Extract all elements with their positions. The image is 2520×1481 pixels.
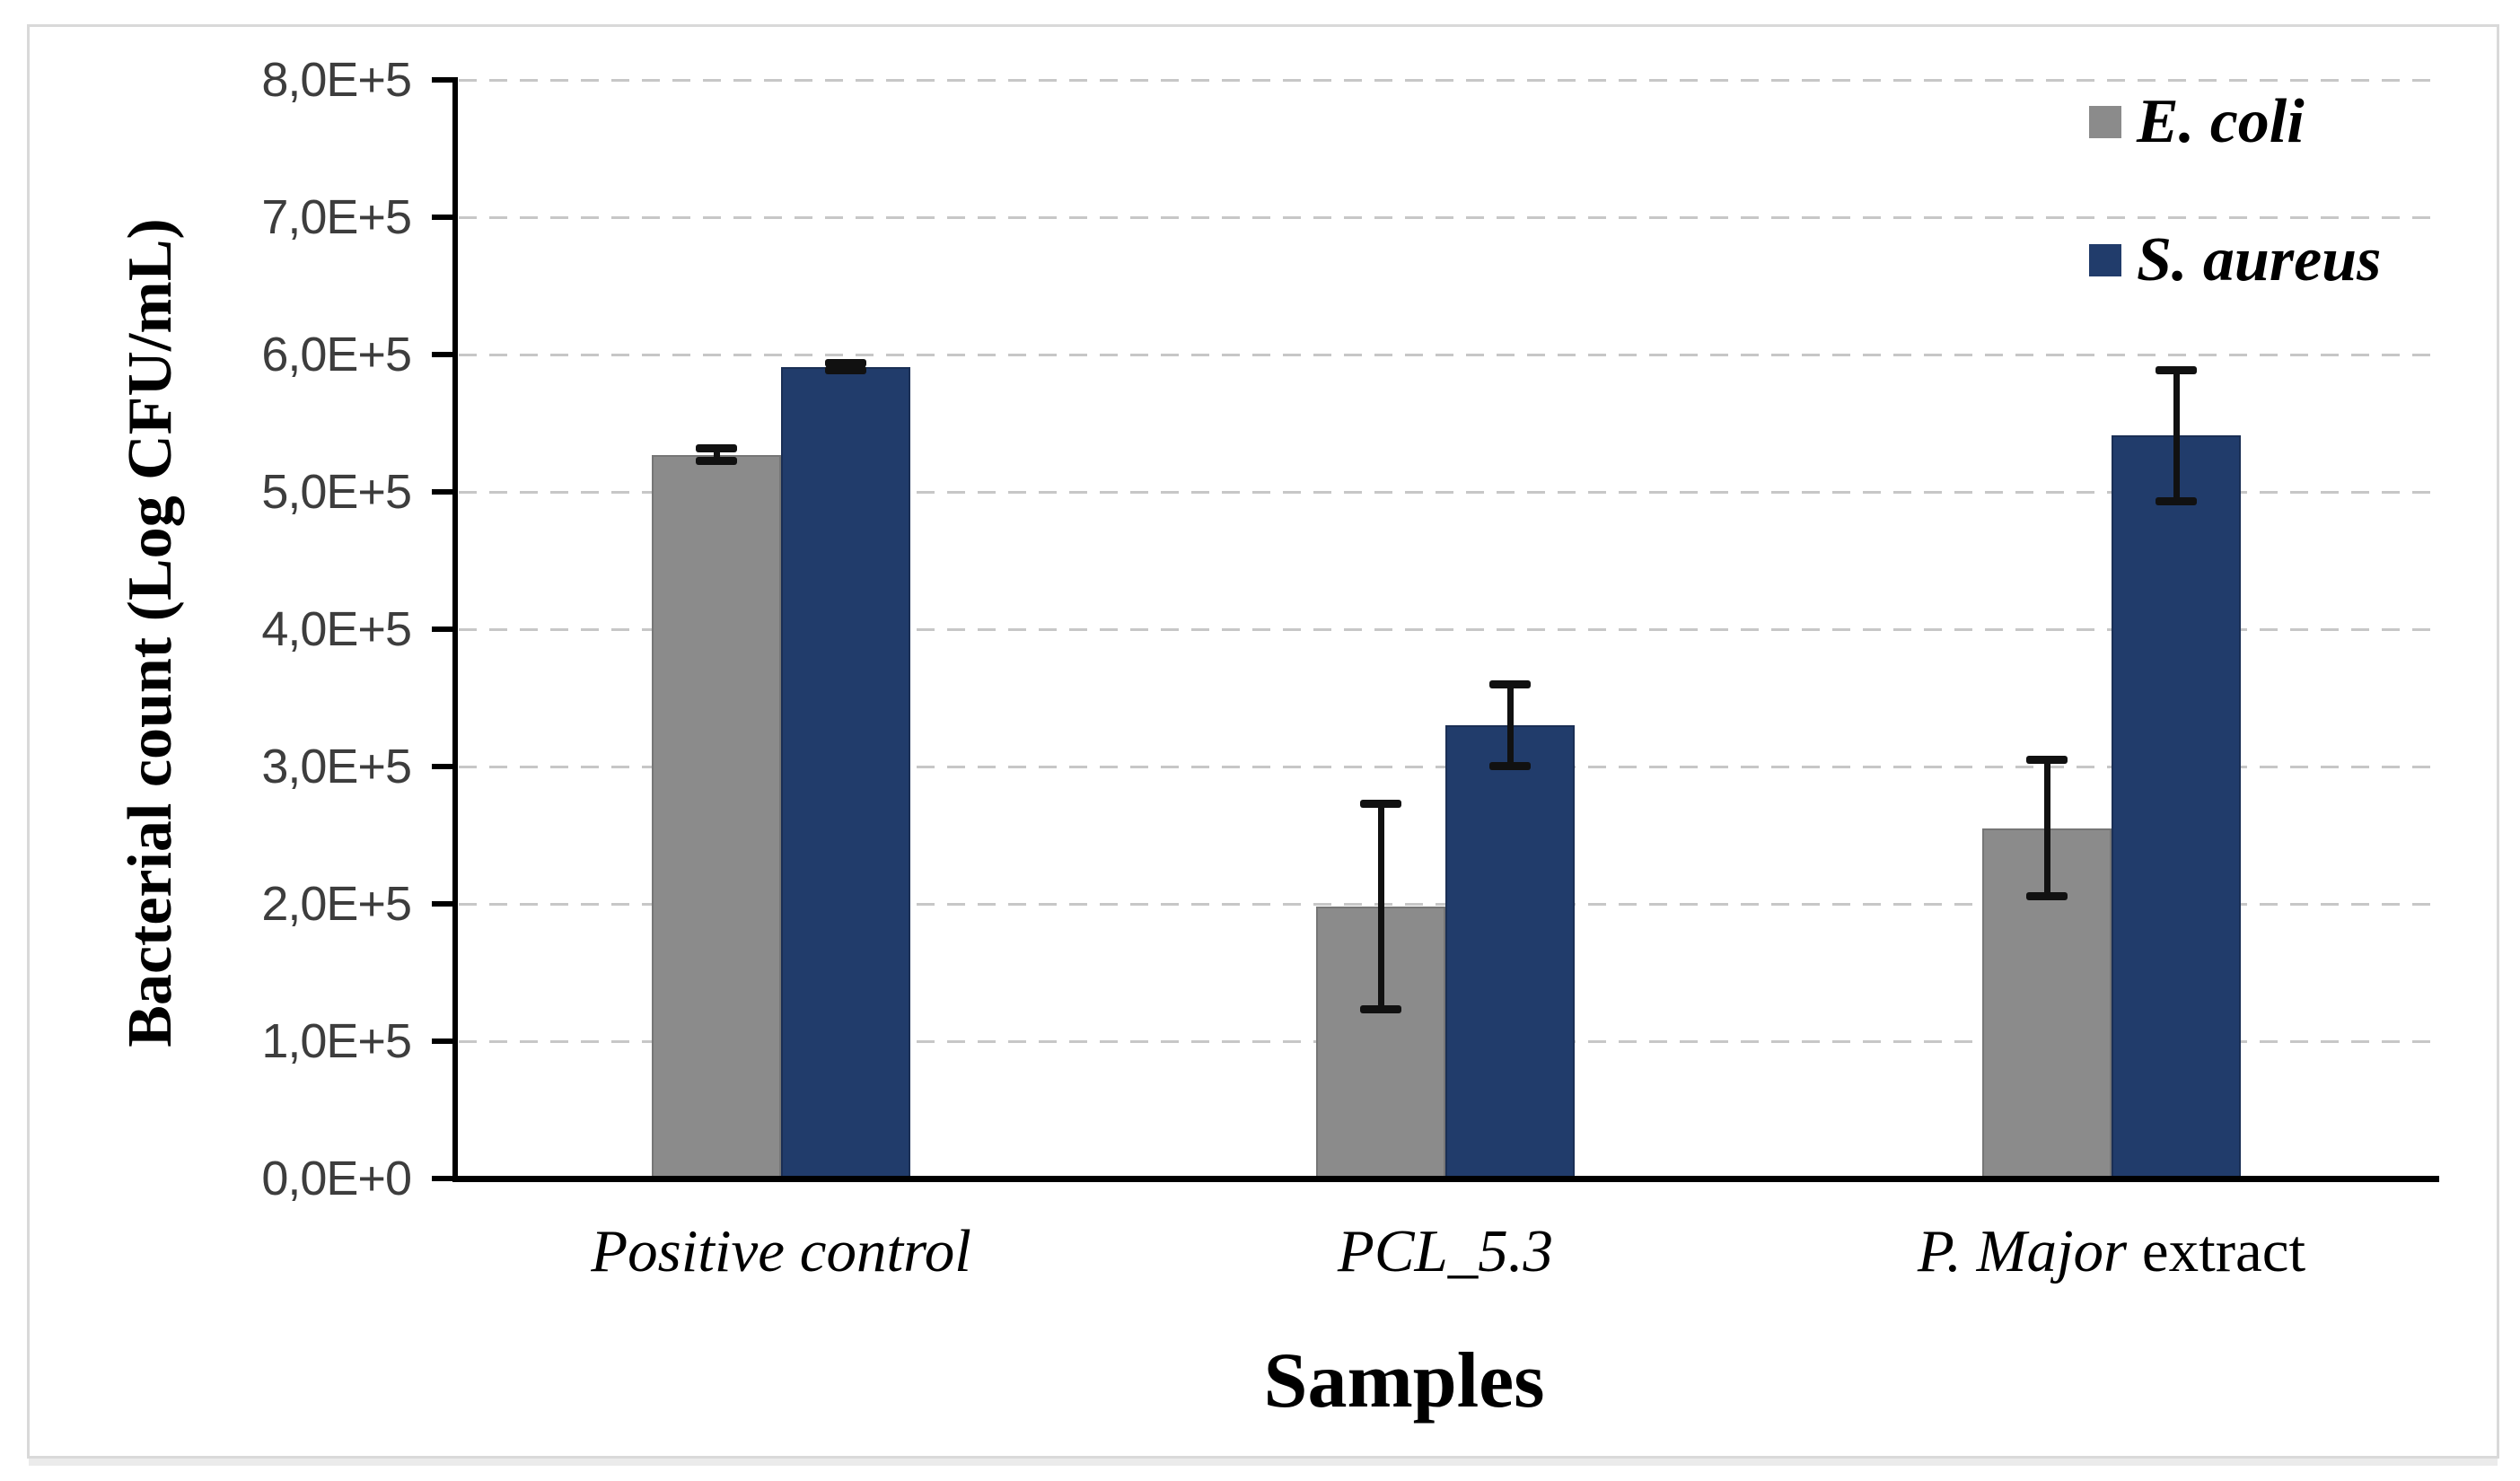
y-axis-line	[452, 77, 458, 1181]
y-tick-label: 8,0E+5	[261, 53, 412, 107]
error-bar-e-coli-p-major-extract	[2043, 759, 2050, 898]
error-bar-cap-top	[696, 444, 737, 453]
y-tick-label: 0,0E+0	[261, 1152, 412, 1205]
y-axis-tick	[432, 764, 455, 769]
error-bar-cap-top	[2156, 365, 2197, 374]
bar-s-aureus-p-major-extract	[2112, 435, 2241, 1179]
error-bar-cap-top	[1489, 680, 1531, 689]
error-bar-s-aureus-p-major-extract	[2173, 369, 2180, 502]
y-axis-tick	[432, 489, 455, 495]
legend-label-s-aureus: S. aureus	[2137, 225, 2382, 294]
y-axis-tick	[432, 901, 455, 907]
error-bar-s-aureus-pcl-5-3	[1506, 684, 1514, 767]
x-category-label-pcl-5-3: PCL_5.3	[1338, 1219, 1553, 1284]
legend-item-e-coli: E. coli	[2089, 86, 2305, 158]
bar-s-aureus-positive-control	[781, 366, 910, 1179]
x-category-label-text: extract	[2127, 1218, 2306, 1284]
y-tick-label: 6,0E+5	[261, 328, 412, 381]
bar-e-coli-positive-control	[652, 454, 781, 1179]
legend-swatch-s-aureus	[2089, 244, 2121, 276]
y-tick-label: 7,0E+5	[261, 190, 412, 244]
bar-s-aureus-pcl-5-3	[1445, 725, 1575, 1179]
error-bar-cap-bottom	[696, 457, 737, 466]
error-bar-cap-top	[2026, 756, 2068, 765]
error-bar-cap-bottom	[2026, 892, 2068, 901]
x-category-label-p-major-extract: P. Major extract	[1918, 1219, 2305, 1284]
legend-item-s-aureus: S. aureus	[2089, 224, 2381, 296]
y-tick-label: 2,0E+5	[261, 877, 412, 931]
y-axis-tick	[432, 1176, 455, 1181]
y-axis-tick	[432, 627, 455, 632]
x-category-label-positive-control: Positive control	[591, 1219, 971, 1284]
gridline	[459, 216, 2433, 219]
error-bar-cap-top	[825, 359, 866, 368]
error-bar-cap-bottom	[825, 366, 866, 375]
y-axis-tick	[432, 352, 455, 357]
error-bar-e-coli-positive-control	[713, 448, 720, 462]
error-bar-cap-bottom	[1360, 1004, 1401, 1013]
legend-label-e-coli: E. coli	[2137, 87, 2305, 156]
x-axis-title: Samples	[1263, 1337, 1545, 1424]
gridline	[459, 628, 2433, 631]
y-tick-label: 4,0E+5	[261, 602, 412, 656]
error-bar-cap-bottom	[1489, 762, 1531, 770]
x-category-label-text: PCL_5.3	[1337, 1218, 1554, 1284]
legend-swatch-e-coli	[2089, 106, 2121, 138]
gridline	[459, 79, 2433, 82]
y-axis-tick	[432, 77, 455, 83]
figure-border-frame	[27, 24, 2499, 1459]
x-category-label-text: Positive control	[591, 1218, 971, 1284]
gridline	[459, 354, 2433, 356]
y-axis-tick	[432, 1038, 455, 1044]
y-tick-label: 3,0E+5	[261, 740, 412, 793]
y-axis-title: Bacterial count (Log CFU/mL)	[116, 218, 185, 1047]
gridline	[459, 491, 2433, 494]
x-category-label-text: P. Major	[1917, 1218, 2128, 1284]
y-tick-label: 5,0E+5	[261, 465, 412, 519]
x-axis-line	[452, 1176, 2439, 1182]
error-bar-cap-top	[1360, 800, 1401, 809]
y-tick-label: 1,0E+5	[261, 1014, 412, 1068]
error-bar-cap-bottom	[2156, 496, 2197, 505]
y-axis-tick	[432, 215, 455, 220]
error-bar-e-coli-pcl-5-3	[1377, 803, 1384, 1010]
